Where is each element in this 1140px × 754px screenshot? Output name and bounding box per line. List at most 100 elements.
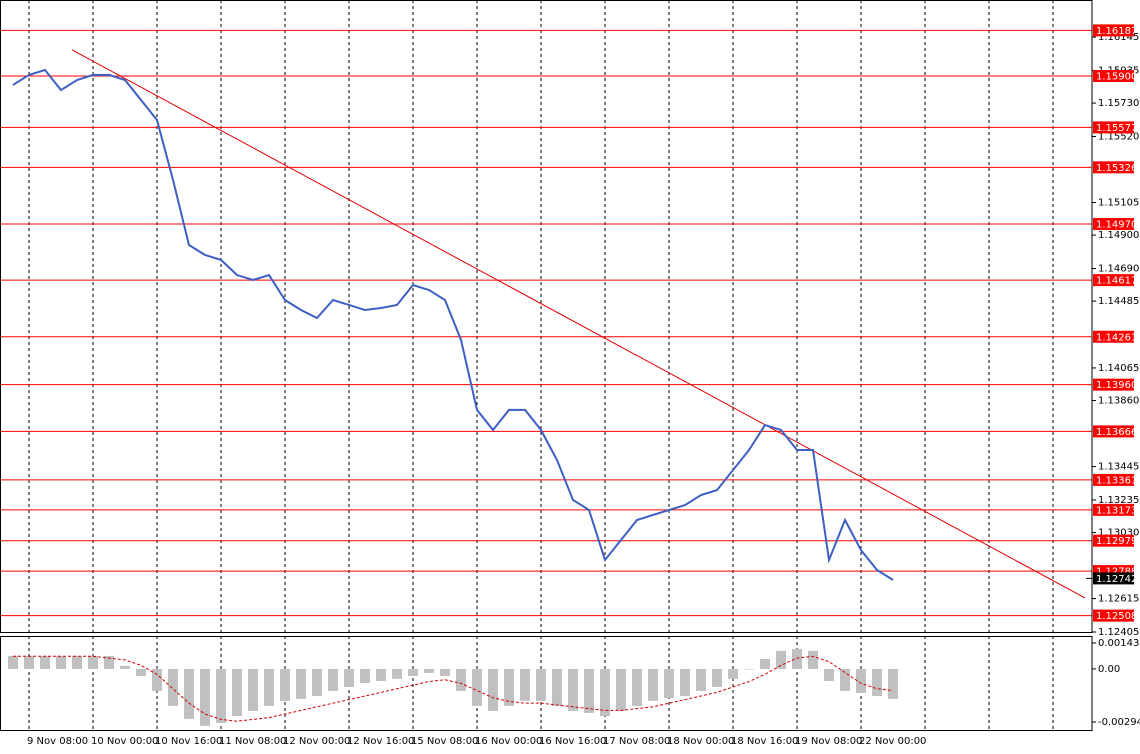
x-tick-label: 9 Nov 08:00 xyxy=(27,736,88,747)
level-label-bg xyxy=(1093,24,1134,37)
histogram-bar xyxy=(424,668,434,673)
level-label-bg xyxy=(1093,534,1134,547)
histogram-bar xyxy=(840,668,850,691)
level-label: 1.13361 xyxy=(1096,475,1137,486)
histogram-bar xyxy=(760,658,770,669)
histogram-bar xyxy=(776,650,786,669)
histogram-bar xyxy=(552,668,562,706)
histogram-bar xyxy=(136,668,146,676)
y-tick-label: 1.13030 xyxy=(1098,528,1139,539)
level-label: 1.14970 xyxy=(1096,219,1137,230)
main-frame xyxy=(0,0,1093,633)
x-tick-label: 10 Nov 16:00 xyxy=(155,736,222,747)
histogram-bar xyxy=(520,668,530,701)
level-label: 1.15326 xyxy=(1096,163,1137,174)
histogram-bar xyxy=(216,668,226,723)
level-label: 1.15577 xyxy=(1096,123,1137,134)
histogram-bar xyxy=(168,668,178,706)
level-label-bg xyxy=(1093,274,1134,287)
histogram-bar xyxy=(792,648,802,669)
level-label-bg xyxy=(1093,330,1134,343)
histogram-bar xyxy=(232,668,242,716)
level-label: 1.13960 xyxy=(1096,380,1137,391)
histogram-bar xyxy=(24,655,34,669)
level-label: 1.14617 xyxy=(1096,276,1137,287)
level-label-bg xyxy=(1093,378,1134,391)
level-label-bg xyxy=(1093,217,1134,230)
histogram-bar xyxy=(376,668,386,681)
level-label: 1.14261 xyxy=(1096,332,1137,343)
histogram-bar xyxy=(744,668,754,670)
y-tick-label: 1.14485 xyxy=(1098,296,1139,307)
x-tick-label: 17 Nov 08:00 xyxy=(603,736,670,747)
x-tick-label: 16 Nov 00:00 xyxy=(475,736,542,747)
histogram-bar xyxy=(616,668,626,711)
price-line xyxy=(12,68,894,581)
y-tick-label: 1.15730 xyxy=(1098,98,1139,109)
histogram-bar xyxy=(296,668,306,699)
histogram-bar xyxy=(408,668,418,676)
x-tick-label: 18 Nov 16:00 xyxy=(731,736,798,747)
y-tick-label: 1.13235 xyxy=(1098,495,1139,506)
histogram-bar xyxy=(856,668,866,693)
level-label-bg xyxy=(1093,70,1134,83)
histogram-bar xyxy=(56,655,66,669)
level-label: 1.12979 xyxy=(1096,536,1137,547)
histogram-bar xyxy=(152,668,162,691)
histogram-bar xyxy=(712,668,722,687)
histogram-bar xyxy=(600,668,610,716)
y-tick-label: 1.16145 xyxy=(1098,32,1139,43)
level-label: 1.13666 xyxy=(1096,427,1137,438)
histogram-bar xyxy=(664,668,674,698)
y-tick-label: 1.12615 xyxy=(1098,594,1139,605)
y-tick-label: 1.14900 xyxy=(1098,230,1139,241)
histogram-bar xyxy=(248,668,258,711)
histogram-bar xyxy=(344,668,354,687)
x-tick-label: 15 Nov 08:00 xyxy=(411,736,478,747)
histogram-bar xyxy=(440,668,450,676)
y-tick-label: 1.15520 xyxy=(1098,131,1139,142)
histogram-bar xyxy=(728,668,738,679)
level-label: 1.15900 xyxy=(1096,72,1137,83)
x-tick-label: 12 Nov 16:00 xyxy=(347,736,414,747)
y-tick-label: 0.001437 xyxy=(1098,638,1140,649)
histogram-bar xyxy=(264,668,274,706)
level-label-bg xyxy=(1093,161,1134,174)
y-tick-label: 1.13860 xyxy=(1098,396,1139,407)
y-tick-label: -0.002943 xyxy=(1098,717,1140,728)
histogram-bar xyxy=(88,655,98,669)
x-tick-label: 11 Nov 08:00 xyxy=(219,736,286,747)
histogram-bar xyxy=(808,650,818,669)
x-tick-label: 10 Nov 00:00 xyxy=(91,736,158,747)
histogram-bar xyxy=(680,668,690,696)
histogram-bar xyxy=(648,668,658,701)
histogram-bar xyxy=(872,668,882,696)
level-label: 1.12508 xyxy=(1096,611,1137,622)
level-label: 1.13173 xyxy=(1096,505,1137,516)
histogram-bar xyxy=(888,668,898,699)
x-tick-label: 22 Nov 00:00 xyxy=(859,736,926,747)
histogram-bar xyxy=(184,668,194,719)
histogram-bar xyxy=(584,668,594,713)
signal-line xyxy=(13,655,894,722)
y-tick-label: 1.14065 xyxy=(1098,363,1139,374)
histogram-bar xyxy=(360,668,370,683)
level-label-bg xyxy=(1093,503,1134,516)
level-label: 1.12788 xyxy=(1096,567,1137,578)
histogram-bar xyxy=(456,668,466,691)
histogram-bar xyxy=(632,668,642,706)
histogram-bar xyxy=(280,668,290,701)
histogram-bar xyxy=(824,668,834,681)
histogram-bar xyxy=(488,668,498,711)
level-label-bg xyxy=(1093,425,1134,438)
y-tick-label: 1.13445 xyxy=(1098,462,1139,473)
trendline xyxy=(71,49,1086,599)
current-price-bg xyxy=(1093,572,1134,585)
histogram-bar xyxy=(104,655,114,669)
histogram-bar xyxy=(696,668,706,691)
histogram-bar xyxy=(40,655,50,669)
x-tick-label: 19 Nov 08:00 xyxy=(795,736,862,747)
current-price-label: 1.12742 xyxy=(1096,574,1137,585)
